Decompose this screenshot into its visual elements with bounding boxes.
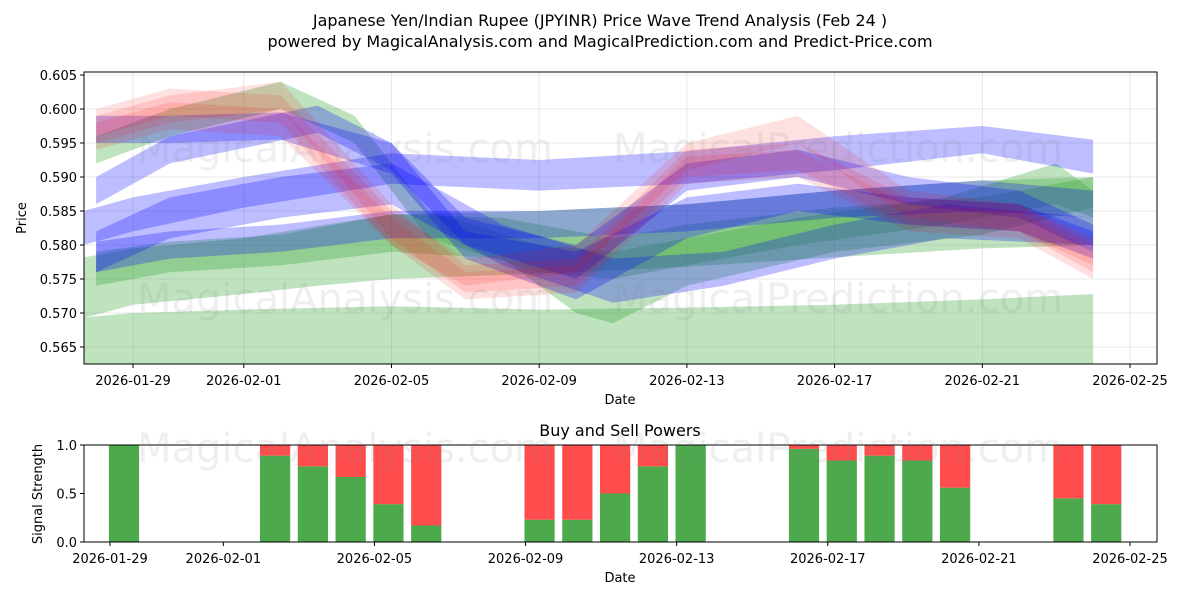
sell-power-bar — [297, 445, 328, 467]
signal-x-tick-label: 2026-02-17 — [790, 552, 866, 567]
price-x-tick-label: 2026-02-13 — [649, 374, 725, 389]
price-y-axis-label: Price — [15, 202, 30, 234]
watermark-analysis-bottom: MagicalAnalysis.com — [137, 426, 553, 472]
sell-power-bar — [1091, 445, 1122, 505]
signal-x-tick-label: 2026-02-01 — [186, 552, 262, 567]
price-y-tick-label: 0.575 — [40, 273, 77, 288]
buy-power-bar — [637, 466, 668, 542]
blue-wave-band-6 — [96, 180, 1094, 273]
blue-wave-band-7 — [96, 105, 1094, 279]
sell-power-bar — [1053, 445, 1084, 499]
signal-x-tick-label: 2026-02-21 — [941, 552, 1017, 567]
signal-chart-title: Buy and Sell Powers — [539, 421, 701, 440]
green-wave-band-1 — [84, 294, 1094, 364]
price-x-tick-label: 2026-02-09 — [501, 374, 577, 389]
signal-y-tick-label: 1.0 — [56, 439, 77, 454]
watermark-prediction-top: MagicalPrediction.com — [613, 126, 1063, 172]
price-y-tick-label: 0.565 — [40, 341, 77, 356]
blue-wave-band-9 — [96, 163, 1094, 303]
sell-power-bar — [373, 445, 404, 505]
price-x-tick-label: 2026-02-21 — [945, 374, 1021, 389]
price-x-tick-label: 2026-01-29 — [95, 374, 171, 389]
sell-power-bar — [788, 445, 820, 449]
signal-y-tick-label: 0.0 — [56, 536, 77, 551]
signal-x-tick-label: 2026-02-13 — [639, 552, 715, 567]
blue-wave-band-8 — [96, 112, 1094, 300]
buy-power-bar — [335, 477, 366, 542]
watermark-analysis-top: MagicalAnalysis.com — [137, 126, 553, 172]
buy-power-bar — [260, 455, 291, 542]
sell-power-bar — [411, 445, 442, 526]
price-x-tick-label: 2026-02-17 — [797, 374, 873, 389]
signal-x-tick-label: 2026-02-09 — [488, 552, 564, 567]
sell-power-bar — [940, 445, 971, 488]
blue-wave-band-5 — [84, 126, 1094, 245]
green-wave-band-2 — [84, 177, 1094, 318]
price-y-tick-label: 0.570 — [40, 307, 77, 322]
signal-y-ticks: 0.0 0.5 1.0 — [56, 439, 84, 551]
price-x-ticks: 2026-01-29 2026-02-01 2026-02-05 2026-02-09… — [95, 364, 1168, 389]
price-panel: 2026-01-29 2026-02-01 2026-02-05 2026-02-09… — [15, 69, 1168, 408]
signal-panel: Buy and Sell Powers 2026-01-29 2026-02-01… — [31, 421, 1168, 586]
price-wave-bands — [84, 81, 1094, 364]
price-y-tick-label: 0.590 — [40, 171, 77, 186]
buy-power-bar — [675, 445, 706, 542]
price-y-ticks: 0.565 0.570 0.575 0.580 0.585 0.590 0.595 0.600… — [40, 69, 84, 356]
buy-power-bar — [411, 525, 442, 542]
buy-power-bar — [864, 455, 895, 542]
signal-x-axis-label: Date — [604, 571, 635, 586]
green-wave-band-3 — [96, 177, 1094, 324]
sell-power-bar — [562, 445, 593, 520]
chart-title: Japanese Yen/Indian Rupee (JPYINR) Price… — [312, 11, 887, 30]
watermark-prediction-mid: MagicalPrediction.com — [613, 276, 1063, 322]
buy-power-bar — [524, 519, 555, 542]
sell-power-bar — [524, 445, 555, 520]
price-y-tick-label: 0.600 — [40, 103, 77, 118]
price-plot-frame — [83, 71, 1158, 365]
price-x-tick-label: 2026-02-05 — [354, 374, 430, 389]
chart-subtitle: powered by MagicalAnalysis.com and Magic… — [267, 32, 932, 51]
price-x-tick-label: 2026-02-01 — [206, 374, 282, 389]
signal-x-tick-label: 2026-02-05 — [337, 552, 413, 567]
red-wave-band-10 — [96, 88, 1094, 286]
watermark-analysis-mid: MagicalAnalysis.com — [137, 276, 553, 322]
green-wave-band-4 — [96, 81, 1094, 279]
red-wave-band-11 — [96, 81, 1094, 293]
sell-power-bar — [335, 445, 366, 478]
signal-y-axis-label: Signal Strength — [31, 444, 46, 544]
red-wave-band-12 — [96, 102, 1094, 300]
price-y-tick-label: 0.605 — [40, 69, 77, 84]
signal-x-ticks: 2026-01-29 2026-02-01 2026-02-05 2026-02-09… — [72, 542, 1168, 567]
price-x-tick-label: 2026-02-25 — [1092, 374, 1168, 389]
buy-power-bar — [1053, 498, 1084, 542]
buy-power-bar — [562, 519, 593, 542]
buy-power-bar — [297, 466, 328, 542]
price-x-axis-label: Date — [604, 393, 635, 408]
signal-y-tick-label: 0.5 — [56, 488, 77, 503]
price-y-tick-label: 0.580 — [40, 239, 77, 254]
sell-power-bar — [826, 445, 857, 461]
sell-power-bar — [902, 445, 933, 461]
price-y-tick-label: 0.585 — [40, 205, 77, 220]
price-grid — [84, 72, 1157, 364]
buy-power-bar — [108, 445, 140, 542]
sell-power-bar — [600, 445, 631, 494]
buy-power-bar — [826, 460, 857, 542]
buy-power-bar — [788, 448, 820, 542]
watermark-prediction-bottom: MagicalPrediction.com — [613, 426, 1063, 472]
signal-bars — [108, 445, 1122, 542]
signal-x-tick-label: 2026-01-29 — [72, 552, 148, 567]
signal-x-tick-label: 2026-02-25 — [1092, 552, 1168, 567]
sell-power-bar — [864, 445, 895, 456]
price-y-tick-label: 0.595 — [40, 137, 77, 152]
watermarks: MagicalAnalysis.com MagicalPrediction.co… — [137, 126, 1063, 472]
buy-power-bar — [940, 487, 971, 542]
sell-power-bar — [260, 445, 291, 456]
buy-power-bar — [373, 504, 404, 542]
buy-power-bar — [902, 460, 933, 542]
buy-power-bar — [600, 493, 631, 542]
buy-power-bar — [1091, 504, 1122, 542]
sell-power-bar — [637, 445, 668, 467]
